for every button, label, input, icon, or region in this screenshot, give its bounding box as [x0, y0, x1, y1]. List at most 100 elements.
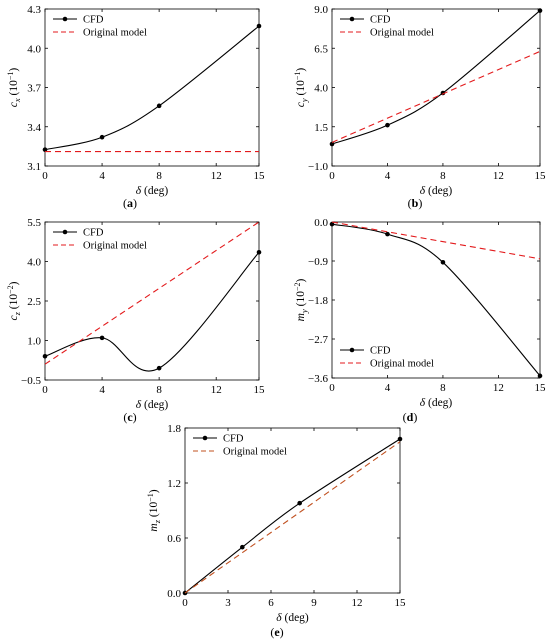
y-tick-label: 4.0: [27, 43, 41, 55]
x-tick-label: 15: [395, 597, 407, 609]
x-tick-label: 0: [329, 170, 335, 182]
legend-marker-cfd: [349, 347, 355, 353]
x-tick-label: 12: [352, 597, 363, 609]
y-tick-label: 3.1: [27, 161, 41, 173]
legend-marker-cfd: [349, 16, 355, 22]
panel-label: (d): [403, 410, 418, 424]
y-tick-label: 1.0: [27, 336, 41, 348]
series-line-cfd: [331, 223, 541, 377]
y-axis-label: cz (10−2): [6, 281, 22, 320]
x-tick-label: 0: [182, 597, 188, 609]
x-tick-label: 6: [268, 597, 274, 609]
series-line-cfd: [44, 25, 260, 151]
legend: CFD Original model: [53, 228, 147, 252]
y-axis-label: cx (10−1): [6, 68, 22, 108]
y-tick-label: 3.4: [27, 122, 41, 134]
data-point-cfd: [440, 90, 446, 96]
legend: CFD Original model: [53, 15, 147, 39]
y-tick-label: 1.8: [167, 423, 181, 435]
series-line-cfd: [331, 10, 541, 145]
y-tick-label: 4.0: [314, 83, 328, 95]
legend-entry: CFD: [370, 15, 391, 26]
x-tick-label: 12: [493, 170, 504, 182]
data-point-cfd: [156, 103, 162, 109]
data-point-cfd: [240, 544, 245, 550]
legend: CFD Original model: [340, 346, 434, 370]
y-tick-label: −2.7: [308, 334, 328, 346]
x-tick-label: 15: [535, 382, 547, 394]
chart-panel-b: 0 4 8 12 15 −1.0 1.5 4.0 6.5 9.0 δ (deg) cy (10−1) C…: [293, 4, 546, 210]
y-tick-label: 4.0: [27, 257, 41, 269]
legend-entry: Original model: [370, 359, 434, 370]
legend-marker-cfd: [62, 229, 68, 235]
x-tick-label: 4: [385, 170, 391, 182]
x-tick-label: 0: [42, 170, 48, 182]
y-tick-label: 6.5: [314, 43, 328, 55]
chart-panel-e: 0 3 6 9 12 15 0.0 0.6 1.2 1.8 δ (deg) mz (10−1) CFD O…: [146, 423, 406, 639]
legend: CFD Original model: [340, 15, 434, 39]
x-axis-label: δ (deg): [276, 612, 309, 624]
chart-panel-a: 0 4 8 12 15 3.1 3.4 3.7 4.0 4.3 δ (deg) cx (10−1) CF…: [6, 4, 265, 210]
panel-label: (a): [123, 196, 137, 210]
y-tick-label: −3.6: [308, 373, 328, 385]
legend-entry: CFD: [83, 15, 104, 26]
plot-frame: [184, 427, 401, 594]
x-tick-label: 0: [329, 382, 335, 394]
x-tick-label: 8: [156, 170, 162, 182]
data-point-cfd: [440, 260, 446, 265]
y-tick-label: 3.7: [27, 83, 41, 95]
y-tick-label: −0.9: [308, 256, 328, 268]
series-line-original-model: [44, 221, 260, 365]
data-point-cfd: [329, 141, 335, 147]
legend-marker-cfd: [202, 435, 208, 441]
x-tick-label: 12: [211, 170, 222, 182]
y-tick-label: 4.3: [27, 4, 41, 16]
data-point-cfd: [42, 354, 48, 359]
x-tick-label: 4: [385, 382, 391, 394]
y-tick-label: 1.5: [314, 122, 328, 134]
legend-marker-cfd: [62, 16, 68, 22]
data-point-cfd: [537, 8, 543, 13]
y-axis-label: mz (10−1): [146, 489, 162, 531]
chart-panel-c: 0 4 8 12 15 −0.5 1.0 2.5 4.0 5.5 δ (deg) cz (10−2) C…: [6, 217, 265, 424]
x-tick-label: 0: [42, 384, 48, 396]
panel-label: (e): [270, 625, 283, 639]
y-tick-label: 2.5: [27, 296, 41, 308]
data-point-cfd: [329, 221, 335, 227]
chart-panel-d: 0 4 8 12 15 −3.6 −2.7 −1.8 −0.9 0.0 δ (deg) my (10−…: [293, 217, 546, 424]
y-tick-label: −1.0: [308, 161, 328, 173]
series-line-original-model: [184, 441, 401, 594]
x-tick-label: 8: [156, 384, 162, 396]
series-line-cfd: [184, 438, 401, 594]
data-point-cfd: [397, 436, 403, 442]
y-tick-label: 0.0: [167, 588, 181, 600]
data-point-cfd: [99, 134, 105, 140]
x-tick-label: 4: [99, 384, 105, 396]
data-point-cfd: [297, 500, 302, 506]
data-point-cfd: [99, 335, 105, 341]
x-axis-label: δ (deg): [136, 399, 169, 411]
x-tick-label: 9: [311, 597, 317, 609]
data-point-cfd: [156, 365, 162, 371]
x-tick-label: 4: [99, 170, 105, 182]
x-axis-label: δ (deg): [136, 185, 169, 197]
legend-entry: Original model: [370, 28, 434, 39]
y-axis-label: cy (10−1): [293, 68, 309, 108]
y-tick-label: 0.6: [167, 533, 181, 545]
x-tick-label: 3: [225, 597, 231, 609]
x-tick-label: 12: [211, 384, 222, 396]
x-tick-label: 15: [254, 170, 266, 182]
data-point-cfd: [385, 122, 390, 128]
y-axis-label: my (10−2): [293, 279, 309, 322]
legend-entry: Original model: [83, 241, 147, 252]
legend-entry: Original model: [83, 28, 147, 39]
data-point-cfd: [256, 23, 262, 29]
series-line-original-model: [331, 221, 541, 260]
data-point-cfd: [385, 231, 390, 237]
x-tick-label: 12: [493, 382, 504, 394]
panel-label: (b): [408, 196, 423, 210]
data-point-cfd: [537, 373, 543, 379]
y-tick-label: 1.2: [167, 478, 181, 490]
